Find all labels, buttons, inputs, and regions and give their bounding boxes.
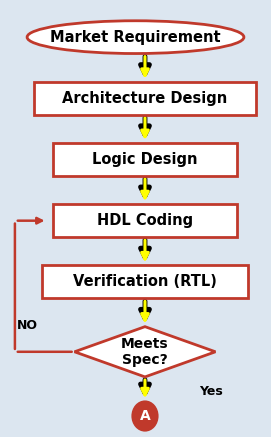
Text: Verification (RTL): Verification (RTL) (73, 274, 217, 289)
Text: Logic Design: Logic Design (92, 152, 198, 167)
Text: A: A (140, 409, 150, 423)
Bar (53, 205, 237, 237)
Text: Market Requirement: Market Requirement (50, 30, 221, 45)
Text: NO: NO (17, 319, 38, 332)
Bar (53, 143, 237, 176)
Polygon shape (75, 327, 215, 377)
Text: Yes: Yes (199, 385, 223, 398)
Text: Meets
Spec?: Meets Spec? (121, 336, 169, 367)
Ellipse shape (27, 21, 244, 53)
Bar (42, 265, 248, 298)
Text: HDL Coding: HDL Coding (97, 213, 193, 228)
Text: Architecture Design: Architecture Design (62, 91, 228, 106)
Bar (34, 82, 256, 114)
Ellipse shape (133, 402, 157, 430)
